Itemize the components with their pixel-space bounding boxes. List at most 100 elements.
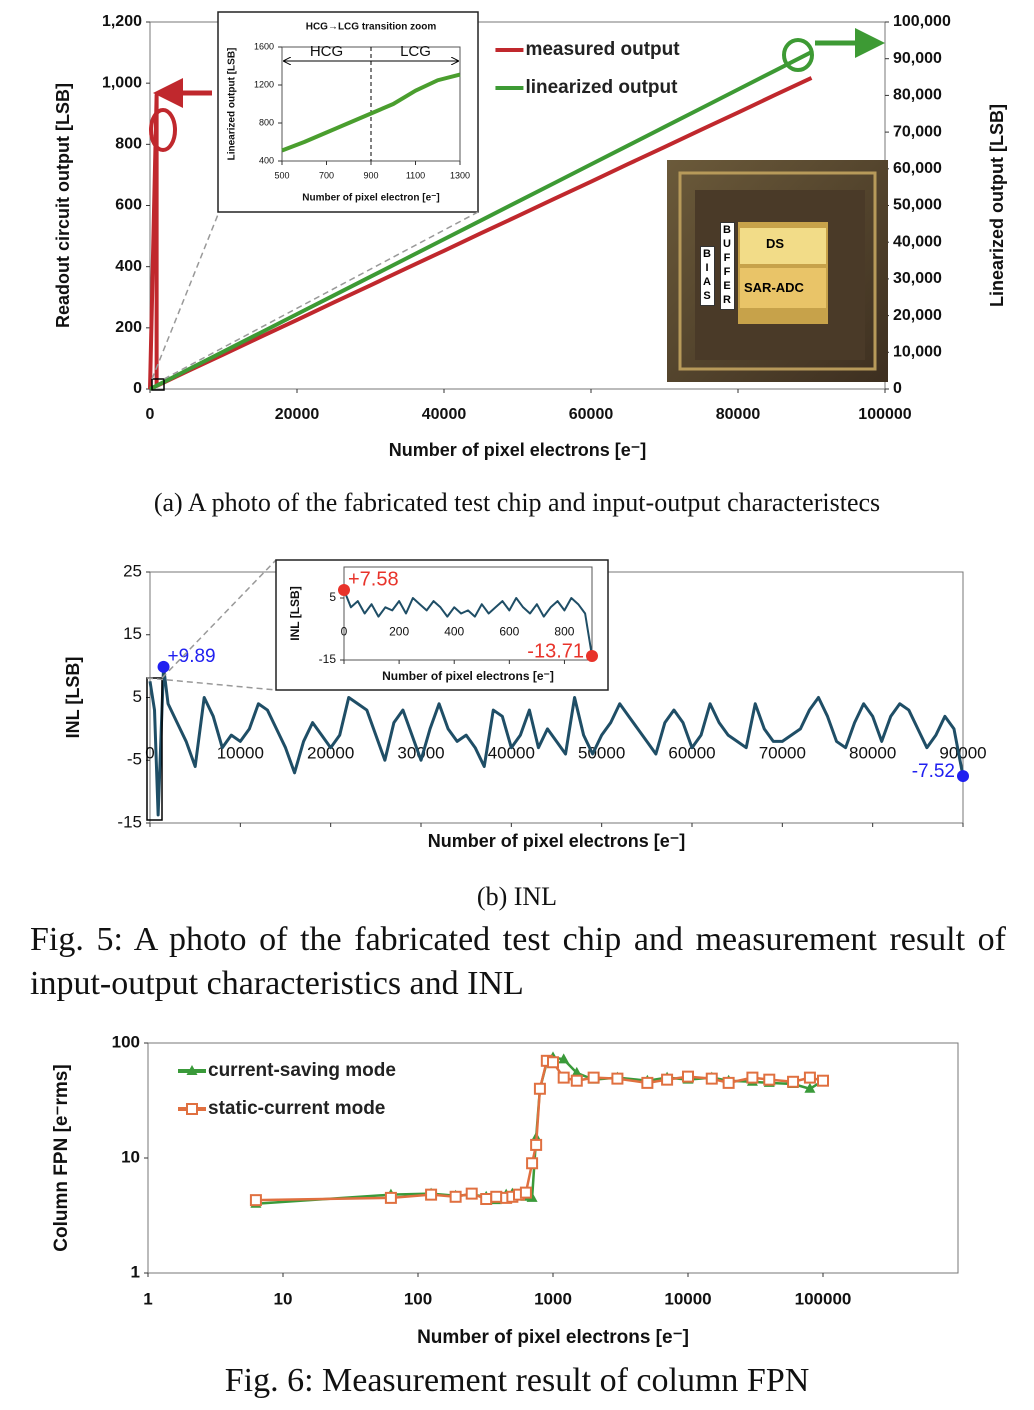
y-tick-label: 100 xyxy=(112,1032,140,1051)
y2-tick-label: 30,000 xyxy=(893,270,942,287)
x-tick-label: 70000 xyxy=(759,743,806,762)
chart-a: 0 200 400 600 800 1,000 1,200 0 10,000 20,000 30,0… xyxy=(53,13,1007,460)
x-tick-label: 100000 xyxy=(858,406,911,423)
marker xyxy=(384,1191,397,1204)
x-tick-label: 700 xyxy=(319,170,334,180)
caption-fig5: Fig. 5: A photo of the fabricated test c… xyxy=(30,921,1006,1002)
marker xyxy=(803,1071,816,1084)
x-tick-label: 400 xyxy=(444,625,464,639)
series-line xyxy=(149,50,813,391)
y-tick-label: 25 xyxy=(123,561,142,580)
x-tick-label: 20000 xyxy=(307,743,354,762)
x-tick-label: 100000 xyxy=(795,1289,852,1308)
legend-marker xyxy=(186,1065,198,1075)
y-tick-label: 400 xyxy=(259,155,274,165)
x-tick-label: 0 xyxy=(341,625,348,639)
zoom-line xyxy=(151,211,220,380)
ds-block xyxy=(740,228,826,264)
marker xyxy=(526,1157,539,1170)
plot-frame xyxy=(343,566,593,661)
marker xyxy=(641,1076,654,1089)
x-tick-label: 40000 xyxy=(488,743,535,762)
series-line xyxy=(148,665,965,817)
marker xyxy=(661,1073,674,1086)
marker xyxy=(490,1190,503,1203)
marker xyxy=(557,1071,570,1084)
x-tick-label: 200 xyxy=(389,625,409,639)
marker xyxy=(465,1187,478,1200)
x-tick-label: 1100 xyxy=(406,170,425,180)
marker xyxy=(530,1138,543,1151)
marker xyxy=(519,1186,532,1199)
marker xyxy=(817,1074,829,1087)
zoom-box xyxy=(151,378,165,391)
adc-block xyxy=(740,268,826,308)
caption-b: (b) INL xyxy=(476,882,558,911)
y2-tick-label: 90,000 xyxy=(893,50,942,67)
zoom-line xyxy=(146,677,277,691)
marker xyxy=(425,1188,438,1201)
y-tick-label: 5 xyxy=(133,687,142,706)
y2-tick-label: 40,000 xyxy=(893,233,942,250)
marker xyxy=(763,1073,776,1086)
series-line xyxy=(255,1059,824,1202)
annotation-point xyxy=(338,584,350,597)
y-tick-label: -5 xyxy=(127,750,142,769)
legend-marker xyxy=(186,1103,198,1115)
marker xyxy=(682,1070,694,1083)
x-axis-label: Number of pixel electrons [e⁻] xyxy=(389,440,647,460)
chip-label: DS xyxy=(766,236,785,251)
y-axis-label: Readout circuit output [LSB] xyxy=(53,83,73,328)
y-tick-label: 15 xyxy=(123,624,142,643)
y-tick-label: 0 xyxy=(133,380,142,397)
x-tick-label: 1000 xyxy=(534,1289,572,1308)
region-label: LCG xyxy=(400,43,431,60)
caption-fig6: Fig. 6: Measurement result of column FPN xyxy=(224,1362,810,1399)
y2-tick-label: 50,000 xyxy=(893,197,942,214)
chip-label: SAR-ADC xyxy=(744,280,804,295)
legend-label: measured output xyxy=(525,39,680,60)
annotation-label: +7.58 xyxy=(348,568,399,590)
y2-tick-label: 20,000 xyxy=(893,307,942,324)
green-circle xyxy=(782,38,814,72)
x-tick-label: 1 xyxy=(143,1289,152,1308)
y-tick-label: 1 xyxy=(131,1262,140,1281)
x-tick-label: 30000 xyxy=(397,743,444,762)
legend-label: linearized output xyxy=(525,77,678,98)
chip-photo xyxy=(667,160,888,382)
y-axis-label: INL [LSB] xyxy=(63,657,83,739)
x-tick-label: 100 xyxy=(404,1289,432,1308)
annotation-label: -13.71 xyxy=(527,640,584,662)
x-tick-label: 900 xyxy=(363,170,378,180)
series-line xyxy=(281,72,461,153)
y-tick-label: 800 xyxy=(115,136,142,153)
y-axis-label: Column FPN [e⁻rms] xyxy=(51,1064,72,1251)
marker xyxy=(480,1193,493,1206)
x-tick-label: 90000 xyxy=(939,743,986,762)
y-tick-label: 10 xyxy=(121,1147,140,1166)
annotation-label: +9.89 xyxy=(168,646,216,667)
marker xyxy=(249,1194,262,1207)
annotation-shapes xyxy=(149,28,885,391)
x-tick-label: 1300 xyxy=(450,170,470,180)
x-axis-label: Number of pixel electrons [e⁻] xyxy=(382,669,554,683)
annotation-point xyxy=(157,660,170,673)
marker xyxy=(611,1072,624,1085)
y2-tick-label: 0 xyxy=(893,380,902,397)
y-tick-label: 1600 xyxy=(254,41,274,51)
chart-title: HCG→LCG transition zoom xyxy=(306,22,437,33)
legend-label: current-saving mode xyxy=(208,1060,396,1081)
x-tick-label: 20000 xyxy=(275,406,320,423)
y2-tick-label: 10,000 xyxy=(893,344,942,361)
y-tick-label: -15 xyxy=(319,652,337,666)
y2-tick-label: 80,000 xyxy=(893,87,942,104)
y2-tick-label: 70,000 xyxy=(893,123,942,140)
caption-a: (a) A photo of the fabricated test chip … xyxy=(153,488,881,517)
chart-a-inset: 400 800 1200 1600 500 700 900 1100 1300 HCG→LCG t… xyxy=(217,11,479,213)
x-tick-label: 10000 xyxy=(664,1289,711,1308)
annotation-label: -7.52 xyxy=(912,761,955,782)
x-tick-label: 500 xyxy=(274,170,289,180)
chip-label: BIAS xyxy=(700,246,715,306)
